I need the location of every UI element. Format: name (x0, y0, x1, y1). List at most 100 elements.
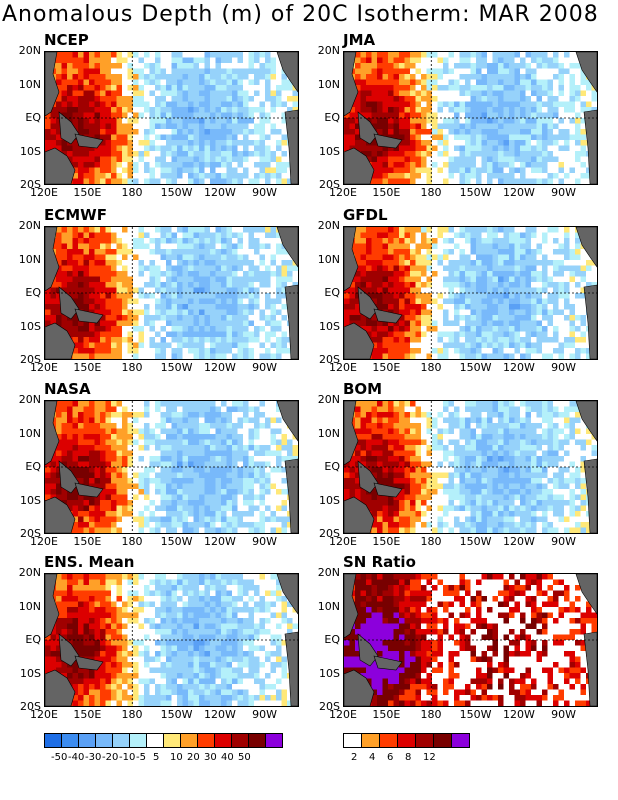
heatmap-cell (221, 123, 228, 130)
heatmap-cell (210, 57, 217, 64)
heatmap-cell (265, 406, 272, 413)
heatmap-cell (448, 162, 455, 169)
heatmap-cell (564, 293, 571, 300)
heatmap-cell (459, 118, 466, 125)
heatmap-cell (525, 293, 532, 300)
heatmap-cell (105, 238, 112, 245)
heatmap-cell (270, 417, 277, 424)
heatmap-cell (393, 254, 400, 261)
heatmap-cell (542, 227, 549, 234)
heatmap-cell (410, 96, 417, 103)
heatmap-cell (166, 417, 173, 424)
heatmap-cell (89, 107, 96, 114)
heatmap-cell (287, 173, 294, 180)
heatmap-cell (248, 129, 255, 136)
heatmap-cell (78, 271, 85, 278)
heatmap-cell (127, 57, 134, 64)
heatmap-cell (509, 309, 516, 316)
heatmap-cell (481, 167, 488, 174)
heatmap-cell (221, 293, 228, 300)
heatmap-cell (89, 260, 96, 267)
heatmap-cell (371, 112, 378, 119)
heatmap-cell (138, 79, 145, 86)
heatmap-cell (270, 406, 277, 413)
heatmap-cell (492, 156, 499, 163)
heatmap-cell (437, 178, 444, 184)
heatmap-cell (448, 304, 455, 311)
heatmap-cell (404, 173, 411, 180)
heatmap-cell (580, 140, 587, 147)
heatmap-cell (182, 156, 189, 163)
heatmap-cell (270, 249, 277, 256)
land-mass (583, 284, 597, 359)
heatmap-cell (116, 249, 123, 256)
heatmap-cell (443, 287, 450, 294)
heatmap-cell (166, 238, 173, 245)
heatmap-cell (569, 68, 576, 75)
heatmap-cell (177, 90, 184, 97)
heatmap-cell (564, 353, 571, 359)
heatmap-cell (454, 342, 461, 349)
heatmap-cell (215, 342, 222, 349)
heatmap-cell (111, 428, 118, 435)
heatmap-cell (481, 271, 488, 278)
heatmap-cell (83, 293, 90, 300)
heatmap-cell (72, 68, 79, 75)
heatmap-cell (575, 265, 582, 272)
heatmap-cell (265, 112, 272, 119)
heatmap-cell (415, 85, 422, 92)
heatmap-cell (160, 96, 167, 103)
heatmap-cell (531, 287, 538, 294)
heatmap-cell (177, 254, 184, 261)
heatmap-cell (221, 353, 228, 359)
heatmap-cell (465, 265, 472, 272)
heatmap-cell (575, 107, 582, 114)
heatmap-cell (443, 331, 450, 338)
heatmap-cell (177, 320, 184, 327)
heatmap-cell (254, 428, 261, 435)
heatmap-cell (221, 342, 228, 349)
heatmap-cell (569, 353, 576, 359)
heatmap-cell (355, 271, 362, 278)
heatmap-cell (243, 445, 250, 452)
heatmap-cell (127, 423, 134, 430)
heatmap-cell (221, 57, 228, 64)
heatmap-cell (122, 282, 129, 289)
heatmap-cell (160, 162, 167, 169)
heatmap-cell (221, 298, 228, 305)
heatmap-cell (437, 243, 444, 250)
heatmap-cell (360, 260, 367, 267)
heatmap-cell (155, 309, 162, 316)
heatmap-cell (514, 85, 521, 92)
heatmap-cell (536, 227, 543, 234)
heatmap-cell (531, 57, 538, 64)
heatmap-cell (204, 156, 211, 163)
heatmap-cell (509, 156, 516, 163)
heatmap-cell (547, 162, 554, 169)
heatmap-cell (470, 151, 477, 158)
heatmap-cell (281, 445, 288, 452)
heatmap-cell (111, 57, 118, 64)
heatmap-cell (487, 63, 494, 70)
heatmap-cell (199, 434, 206, 441)
heatmap-cell (188, 79, 195, 86)
heatmap-cell (465, 74, 472, 81)
heatmap-cell (215, 238, 222, 245)
heatmap-cell (243, 249, 250, 256)
heatmap-cell (122, 265, 129, 272)
heatmap-cell (78, 249, 85, 256)
heatmap-cell (492, 293, 499, 300)
heatmap-cell (382, 276, 389, 283)
heatmap-cell (270, 52, 277, 59)
heatmap-cell (105, 140, 112, 147)
heatmap-cell (177, 243, 184, 250)
heatmap-cell (281, 101, 288, 108)
heatmap-cell (232, 85, 239, 92)
heatmap-cell (586, 173, 593, 180)
heatmap-cell (193, 434, 200, 441)
heatmap-cell (56, 434, 63, 441)
heatmap-cell (155, 320, 162, 327)
heatmap-cell (287, 282, 294, 289)
heatmap-cell (210, 79, 217, 86)
heatmap-cell (248, 79, 255, 86)
